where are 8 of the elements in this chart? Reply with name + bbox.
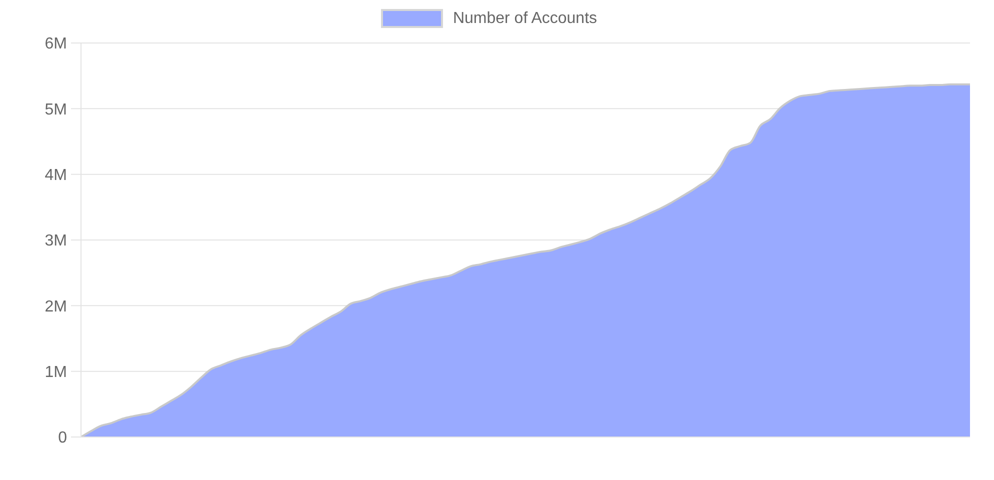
y-tick-label: 3M xyxy=(44,232,67,250)
y-tick-label: 5M xyxy=(44,101,67,118)
legend-label: Number of Accounts xyxy=(452,10,598,28)
y-tick-label: 6M xyxy=(44,36,67,53)
y-tick-label: 2M xyxy=(44,298,67,316)
y-tick-label: 1M xyxy=(44,364,67,382)
y-tick-label: 0 xyxy=(58,430,68,447)
y-tick-label: 4M xyxy=(44,167,67,184)
